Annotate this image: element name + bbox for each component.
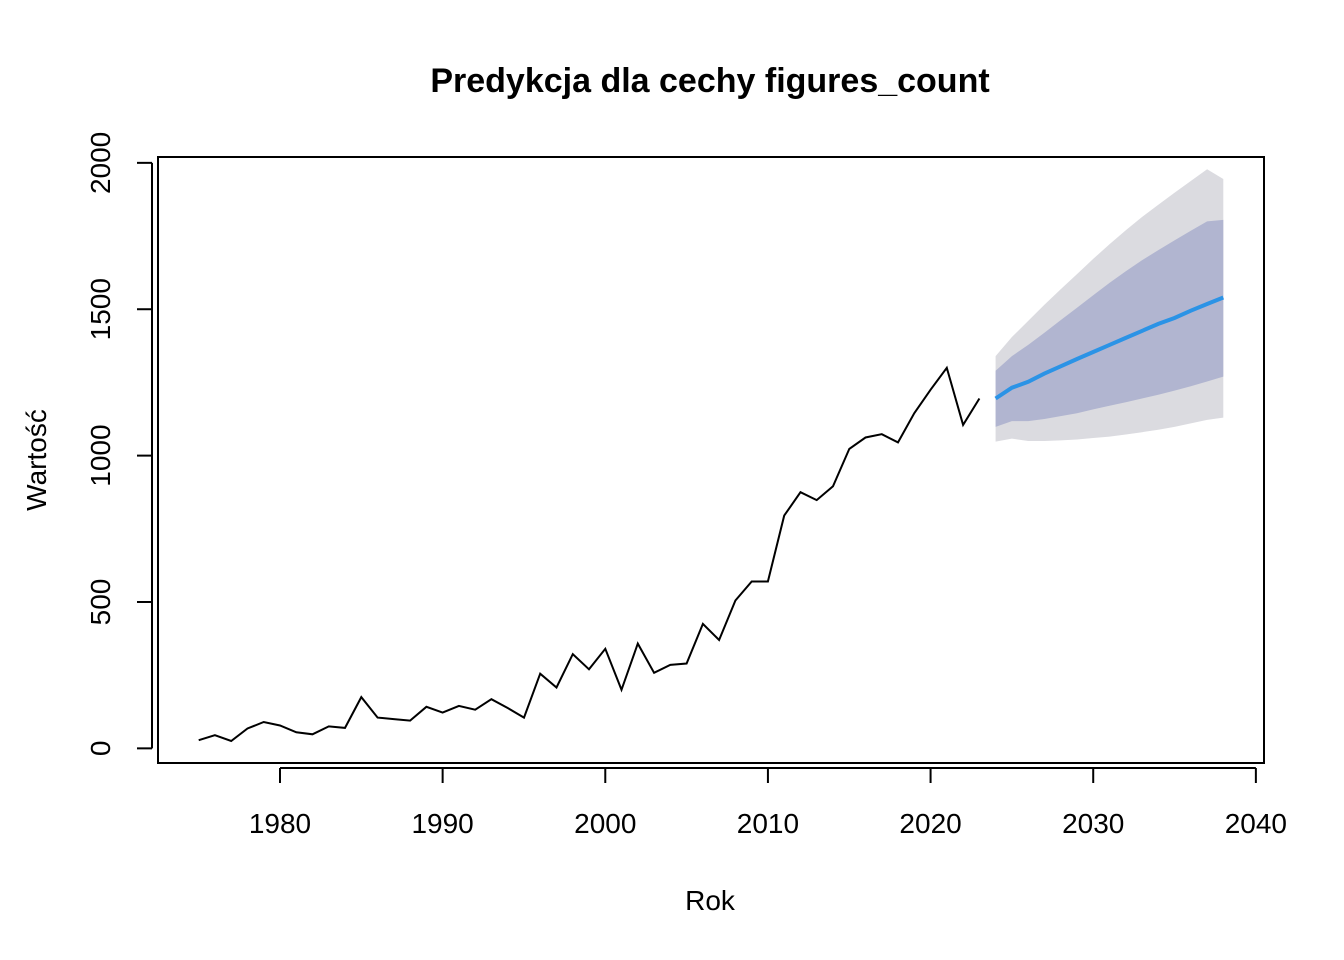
band-80-area: [995, 219, 1224, 427]
x-tick-label: 2030: [1062, 808, 1124, 839]
y-tick-label: 1500: [85, 278, 116, 340]
y-tick-label: 2000: [85, 132, 116, 194]
history-line: [198, 365, 981, 743]
forecast-line: [994, 295, 1225, 401]
y-tick-label: 0: [85, 741, 116, 757]
x-tick-label: 1980: [249, 808, 311, 839]
forecast-series: [994, 295, 1225, 401]
y-axis: 0 500 1000 1500 2000: [85, 132, 153, 757]
chart-title: Predykcja dla cechy figures_count: [430, 62, 989, 100]
y-tick-label: 1000: [85, 424, 116, 486]
band-80: [995, 219, 1224, 427]
y-axis-label: Wartość: [21, 409, 52, 511]
x-tick-label: 2000: [574, 808, 636, 839]
plot-frame: [157, 156, 1265, 764]
y-tick-label: 500: [85, 579, 116, 626]
x-tick-label: 1990: [411, 808, 473, 839]
x-axis: 1980 1990 2000 2010 2020 2030 2040: [249, 767, 1287, 839]
x-tick-label: 2020: [899, 808, 961, 839]
x-tick-label: 2010: [737, 808, 799, 839]
x-axis-label: Rok: [685, 885, 736, 916]
history-series: [198, 365, 981, 743]
x-tick-label: 2040: [1225, 808, 1287, 839]
